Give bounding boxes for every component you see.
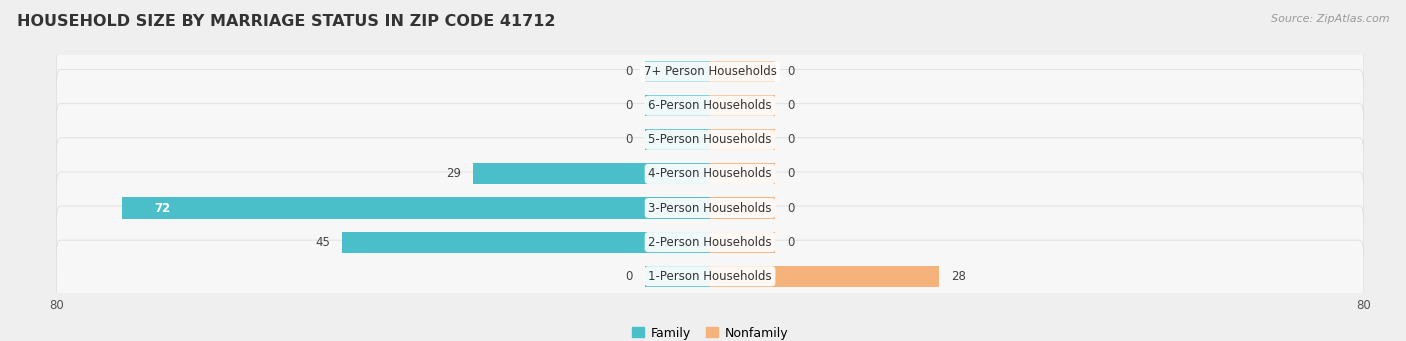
Text: 5-Person Households: 5-Person Households: [648, 133, 772, 146]
FancyBboxPatch shape: [56, 104, 1364, 176]
Text: 45: 45: [315, 236, 330, 249]
Text: 72: 72: [155, 202, 170, 214]
Bar: [644, 61, 710, 82]
Text: 0: 0: [787, 65, 794, 78]
Bar: [710, 61, 776, 82]
FancyBboxPatch shape: [56, 35, 1364, 108]
Text: HOUSEHOLD SIZE BY MARRIAGE STATUS IN ZIP CODE 41712: HOUSEHOLD SIZE BY MARRIAGE STATUS IN ZIP…: [17, 14, 555, 29]
Text: 28: 28: [950, 270, 966, 283]
Text: 0: 0: [787, 167, 794, 180]
Legend: Family, Nonfamily: Family, Nonfamily: [631, 327, 789, 340]
Text: 0: 0: [787, 99, 794, 112]
Bar: [472, 163, 710, 184]
Text: Source: ZipAtlas.com: Source: ZipAtlas.com: [1271, 14, 1389, 24]
FancyBboxPatch shape: [56, 138, 1364, 210]
Bar: [710, 163, 776, 184]
Bar: [644, 95, 710, 116]
Text: 4-Person Households: 4-Person Households: [648, 167, 772, 180]
Text: 3-Person Households: 3-Person Households: [648, 202, 772, 214]
FancyBboxPatch shape: [56, 240, 1364, 312]
Text: 1-Person Households: 1-Person Households: [648, 270, 772, 283]
Text: 0: 0: [626, 133, 633, 146]
Bar: [121, 197, 710, 219]
Text: 7+ Person Households: 7+ Person Households: [644, 65, 776, 78]
Bar: [342, 232, 710, 253]
Text: 0: 0: [787, 133, 794, 146]
FancyBboxPatch shape: [56, 172, 1364, 244]
Bar: [710, 266, 939, 287]
FancyBboxPatch shape: [56, 70, 1364, 142]
Text: 0: 0: [626, 99, 633, 112]
Bar: [710, 95, 776, 116]
Bar: [710, 232, 776, 253]
Text: 29: 29: [446, 167, 461, 180]
Bar: [644, 129, 710, 150]
Text: 0: 0: [787, 236, 794, 249]
Text: 0: 0: [626, 65, 633, 78]
Bar: [644, 266, 710, 287]
Text: 0: 0: [787, 202, 794, 214]
Text: 0: 0: [626, 270, 633, 283]
Text: 2-Person Households: 2-Person Households: [648, 236, 772, 249]
FancyBboxPatch shape: [56, 206, 1364, 278]
Bar: [710, 197, 776, 219]
Text: 6-Person Households: 6-Person Households: [648, 99, 772, 112]
Bar: [710, 129, 776, 150]
